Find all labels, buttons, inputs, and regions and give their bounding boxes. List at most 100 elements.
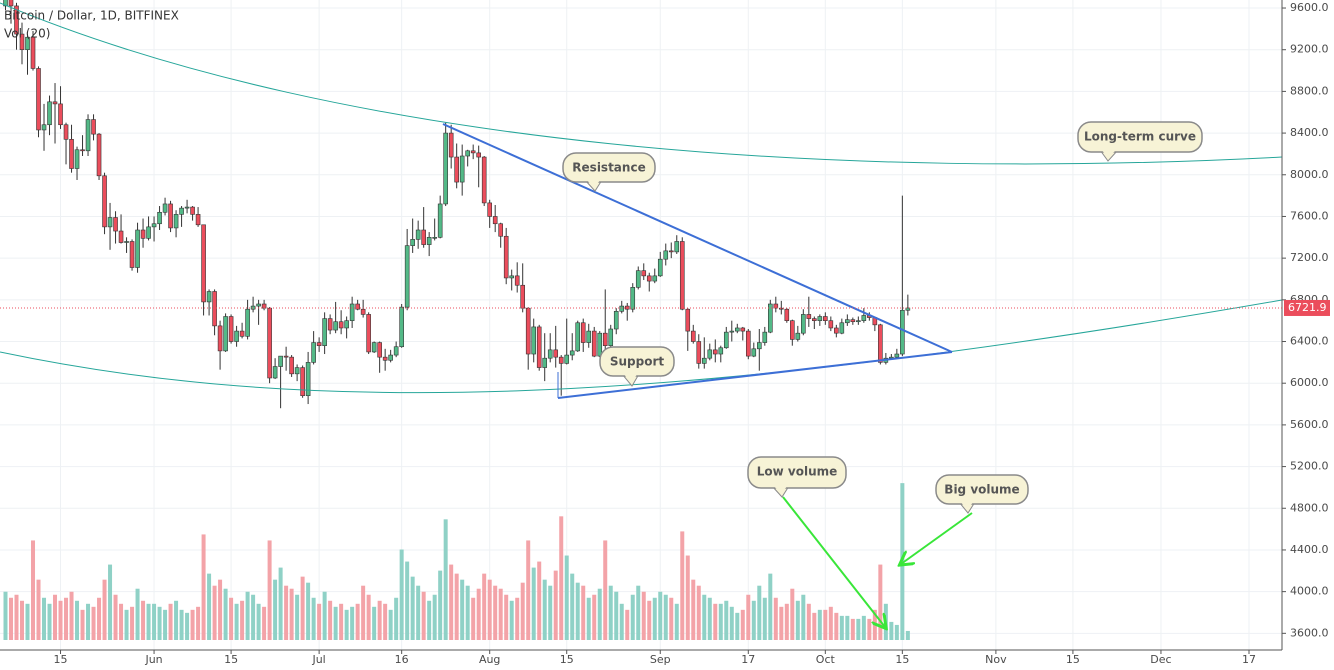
candle-body [47, 101, 52, 126]
volume-bar [867, 618, 872, 640]
volume-bar [465, 585, 470, 640]
candle-body [729, 330, 735, 333]
volume-bar [366, 594, 371, 640]
volume-bar [834, 612, 839, 640]
volume-bar [762, 597, 767, 640]
candle-body [674, 241, 680, 253]
candle-body [564, 354, 570, 364]
volume-bar [548, 585, 553, 640]
candle-body [69, 139, 74, 169]
volume-bar [240, 600, 245, 640]
volume-bar [625, 609, 630, 640]
candle-body [834, 327, 839, 334]
volume-bar [223, 588, 228, 640]
candle-body [316, 342, 322, 346]
volume-bar [504, 594, 509, 640]
volume-bar [53, 594, 58, 640]
candle-body [773, 303, 779, 309]
volume-bar [130, 606, 135, 640]
volume-bar [603, 540, 608, 640]
volume-bar [498, 588, 503, 640]
volume-bar [647, 600, 652, 640]
volume-bar [47, 603, 52, 640]
candle-body [102, 175, 107, 228]
volume-bar [42, 597, 47, 640]
lower-curve [0, 299, 1283, 394]
candle-body [294, 367, 300, 375]
volume-bar [828, 606, 833, 640]
x-tick-label: 15 [224, 653, 238, 666]
candle-body [602, 332, 608, 346]
candle-body [707, 349, 713, 359]
candle-body [289, 356, 294, 375]
volume-bar [575, 582, 580, 640]
candle-body [338, 321, 344, 329]
candle-body [751, 348, 757, 357]
volume-bar [174, 600, 179, 640]
volume-bar [124, 609, 129, 640]
volume-bar [806, 603, 811, 640]
volume-bar [119, 603, 124, 640]
volume-bar [3, 591, 8, 640]
candle-body [393, 346, 399, 356]
candle-body [300, 367, 305, 397]
candle-body [646, 275, 652, 282]
candle-body [223, 316, 228, 352]
volume-bar [581, 585, 586, 640]
volume-bar [317, 603, 322, 640]
y-tick-label: 8800.0 [1290, 84, 1329, 97]
candle-body [366, 314, 371, 353]
candle-body [349, 303, 355, 321]
candle-body [536, 326, 542, 368]
candle-body [740, 327, 746, 332]
candle-body [756, 342, 762, 350]
candle-body [146, 226, 151, 239]
candle-body [481, 156, 487, 204]
candle-body [228, 316, 234, 342]
volume-bar [20, 600, 25, 640]
candle-body [723, 331, 729, 349]
volume-bar [636, 585, 641, 640]
candle-body [823, 316, 828, 321]
volume-bar [570, 573, 575, 640]
candle-body [894, 353, 900, 358]
candle-body [135, 229, 140, 268]
volume-bar [894, 624, 899, 640]
x-tick-label: 15 [560, 653, 574, 666]
volume-bar [344, 609, 349, 640]
candle-body [547, 349, 553, 359]
candle-body [817, 316, 823, 321]
volume-bar [69, 591, 74, 640]
volume-bar [102, 579, 107, 640]
candle-body [553, 349, 559, 358]
candle-body [437, 203, 443, 238]
volume-bar [168, 603, 173, 640]
candle-body [718, 347, 724, 355]
candle-body [256, 303, 261, 307]
candle-body [619, 305, 625, 312]
candle-body [107, 217, 113, 228]
candle-body [212, 291, 217, 327]
x-tick-label: 17 [1242, 653, 1256, 666]
candle-body [179, 207, 184, 215]
volume-bar [674, 603, 679, 640]
volume-bar [80, 609, 85, 640]
candle-body [525, 307, 531, 355]
volume-bar [421, 591, 426, 640]
volume-bar [586, 597, 591, 640]
volume-bar [740, 609, 745, 640]
candle-body [278, 355, 283, 367]
candle-body [630, 287, 636, 310]
candle-body [250, 305, 256, 310]
volume-bar [152, 603, 157, 640]
volume-bar [537, 561, 542, 640]
candle-body [685, 308, 691, 332]
long-term-curve [0, 2, 1283, 165]
candle-body [173, 214, 179, 229]
candle-body [327, 318, 333, 331]
x-tick-label: Dec [1150, 653, 1171, 666]
candle-body [96, 133, 102, 177]
volume-bar [597, 588, 602, 640]
